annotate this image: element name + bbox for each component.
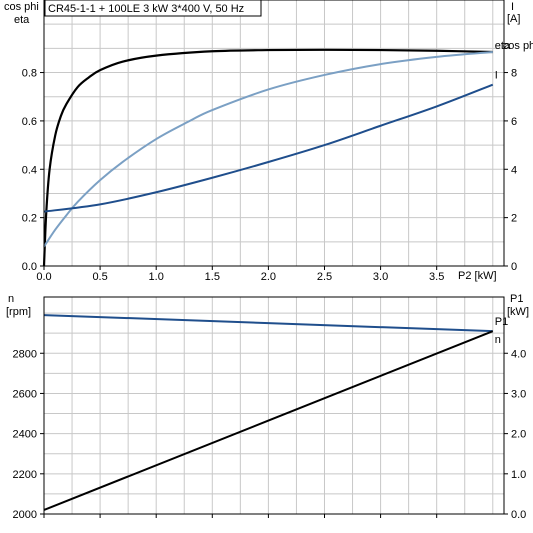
y-right-tick-label: 2 [511,213,517,225]
series-I [43,83,494,213]
series-label-I: I [495,70,498,82]
y-left-tick-label: 2200 [13,469,37,481]
title-box [44,0,262,17]
x-tick-label: 1.5 [205,271,220,283]
y-left-tick-label: 2800 [13,348,37,360]
x-axis-label: P2 [kW] [458,270,497,282]
y-left-axis-label-n: n [8,293,14,305]
x-tick-label: 3.5 [429,271,444,283]
y-right-axis-label: I [511,1,514,13]
y-right-tick-label: 8 [511,68,517,80]
y-left-tick-label: 0.8 [22,68,37,80]
y-left-tick-label: 2600 [13,388,37,400]
series-label-P1: P1 [495,316,508,328]
y-left-tick-label: 2000 [13,509,37,521]
labels: 0.0 0.5 1.0 1.5 2.0 2.5 3.0 3.5 0.0 0.2 0.4 0.6 0.8 0… [4,0,533,521]
y-left-tick-label: 0.0 [22,261,37,273]
top-chart-frame [43,0,505,267]
series-n [43,314,493,333]
series-label-cos-phi: cos phi [503,40,533,52]
x-tick-label: 2.0 [261,271,276,283]
y-left-axis-unit: [rpm] [6,306,31,318]
y-right-tick-label: 4 [511,164,517,176]
y-left-axis-label-eta: eta [14,14,30,26]
series-label-n: n [495,334,501,346]
series-cos-phi [43,50,493,248]
curves [42,48,494,511]
series-label-eta: eta [495,40,511,52]
y-right-axis-unit: [A] [507,13,520,25]
y-right-tick-label: 0.0 [511,509,526,521]
y-right-axis-label-p1: P1 [510,293,523,305]
y-right-tick-label: 4.0 [511,348,526,360]
x-tick-label: 1.0 [149,271,164,283]
y-right-axis-unit: [kW] [507,306,529,318]
y-left-axis-label-cosphi: cos phi [4,1,39,13]
x-tick-label: 3.0 [373,271,388,283]
bottom-chart-grid [44,297,504,514]
y-right-tick-label: 0 [511,261,517,273]
y-left-tick-label: 0.4 [22,164,37,176]
y-right-tick-label: 3.0 [511,388,526,400]
y-right-tick-label: 1.0 [511,469,526,481]
y-right-tick-label: 6 [511,116,517,128]
x-tick-label: 0.0 [36,271,51,283]
top-chart-grid [44,0,504,266]
y-right-tick-label: 2.0 [511,429,526,441]
series-eta [42,48,493,267]
y-left-tick-label: 2400 [13,429,37,441]
series-P1 [43,330,494,511]
frames [40,0,508,518]
y-left-tick-label: 0.2 [22,213,37,225]
x-tick-label: 0.5 [92,271,107,283]
bottom-chart-frame [43,296,505,515]
chart-title: CR45-1-1 + 100LE 3 kW 3*400 V, 50 Hz [48,3,244,15]
y-left-tick-label: 0.6 [22,116,37,128]
x-tick-label: 2.5 [317,271,332,283]
